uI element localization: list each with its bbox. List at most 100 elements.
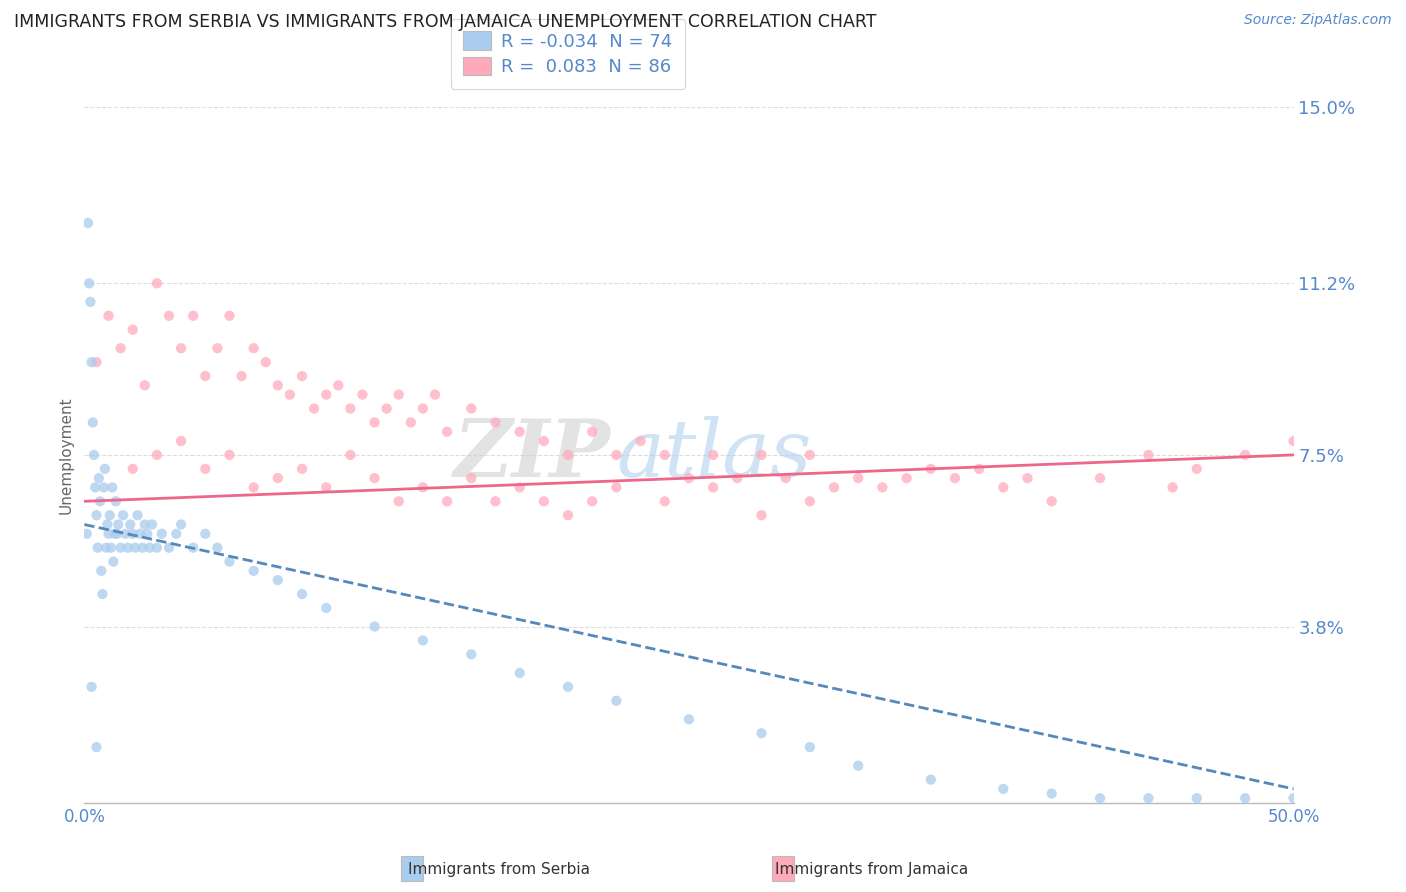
Point (84, 480, 107, 494)
Point (315, 480, 337, 494)
Point (1185, 791, 1208, 805)
Point (460, 401, 482, 416)
Point (76, 526, 98, 541)
Point (823, 480, 845, 494)
Point (146, 448, 169, 462)
Point (799, 494, 821, 508)
Point (105, 526, 128, 541)
Point (138, 541, 160, 555)
Point (94, 462, 117, 476)
Point (846, 471, 869, 485)
Point (146, 541, 169, 555)
Point (136, 526, 159, 541)
Point (207, 341, 229, 355)
Point (993, 781, 1015, 796)
Point (242, 564, 264, 578)
Point (101, 480, 124, 494)
Point (110, 541, 132, 555)
Text: ZIP: ZIP (454, 417, 610, 493)
Point (315, 601, 337, 615)
Point (872, 480, 894, 494)
Point (86, 740, 108, 755)
Point (943, 471, 966, 485)
Point (291, 462, 314, 476)
Point (1017, 471, 1039, 485)
Point (134, 517, 156, 532)
Point (112, 508, 135, 523)
Point (799, 740, 821, 755)
Point (278, 387, 301, 401)
Point (412, 480, 434, 494)
Point (134, 378, 156, 392)
Point (96, 517, 118, 532)
Point (107, 517, 129, 532)
Point (775, 471, 797, 485)
Point (97, 526, 120, 541)
Legend: R = -0.034  N = 74, R =  0.083  N = 86: R = -0.034 N = 74, R = 0.083 N = 86 (451, 19, 685, 89)
Point (1234, 448, 1257, 462)
Point (1185, 462, 1208, 476)
Point (104, 526, 127, 541)
Point (110, 341, 132, 355)
Point (484, 416, 506, 430)
Point (1040, 787, 1063, 801)
Point (605, 480, 627, 494)
Point (82, 416, 104, 430)
Point (533, 434, 555, 448)
Point (86, 355, 108, 369)
Point (120, 517, 142, 532)
Point (388, 494, 411, 508)
Point (218, 555, 240, 569)
Text: Source: ZipAtlas.com: Source: ZipAtlas.com (1244, 13, 1392, 28)
Point (678, 712, 700, 726)
Point (702, 448, 724, 462)
Point (412, 633, 434, 648)
Point (165, 526, 187, 541)
Point (231, 369, 253, 384)
Point (129, 526, 152, 541)
Point (1088, 791, 1111, 805)
Point (460, 648, 482, 662)
Point (920, 772, 942, 787)
Point (605, 448, 627, 462)
Point (581, 425, 603, 439)
Point (1040, 494, 1063, 508)
Point (150, 526, 173, 541)
Point (267, 378, 290, 392)
Point (194, 462, 217, 476)
Point (242, 341, 264, 355)
Point (363, 416, 385, 430)
Point (678, 471, 700, 485)
Point (98, 508, 121, 523)
Point (86, 541, 108, 555)
Point (509, 425, 531, 439)
Point (91, 587, 114, 601)
Point (194, 526, 217, 541)
Point (170, 517, 193, 532)
Point (207, 541, 229, 555)
Point (630, 434, 652, 448)
Point (967, 462, 990, 476)
Point (181, 309, 204, 323)
Point (194, 369, 217, 384)
Point (1137, 448, 1160, 462)
Point (97, 309, 120, 323)
Point (993, 480, 1015, 494)
Point (131, 541, 153, 555)
Point (328, 378, 350, 392)
Point (103, 555, 125, 569)
Point (920, 462, 942, 476)
Point (1161, 480, 1184, 494)
Point (181, 541, 204, 555)
Point (484, 494, 506, 508)
Point (291, 587, 314, 601)
Point (124, 541, 146, 555)
Point (460, 471, 482, 485)
Point (399, 416, 422, 430)
Point (114, 526, 136, 541)
Point (117, 541, 139, 555)
Point (412, 401, 434, 416)
Point (436, 494, 458, 508)
Point (896, 471, 918, 485)
Point (725, 471, 748, 485)
